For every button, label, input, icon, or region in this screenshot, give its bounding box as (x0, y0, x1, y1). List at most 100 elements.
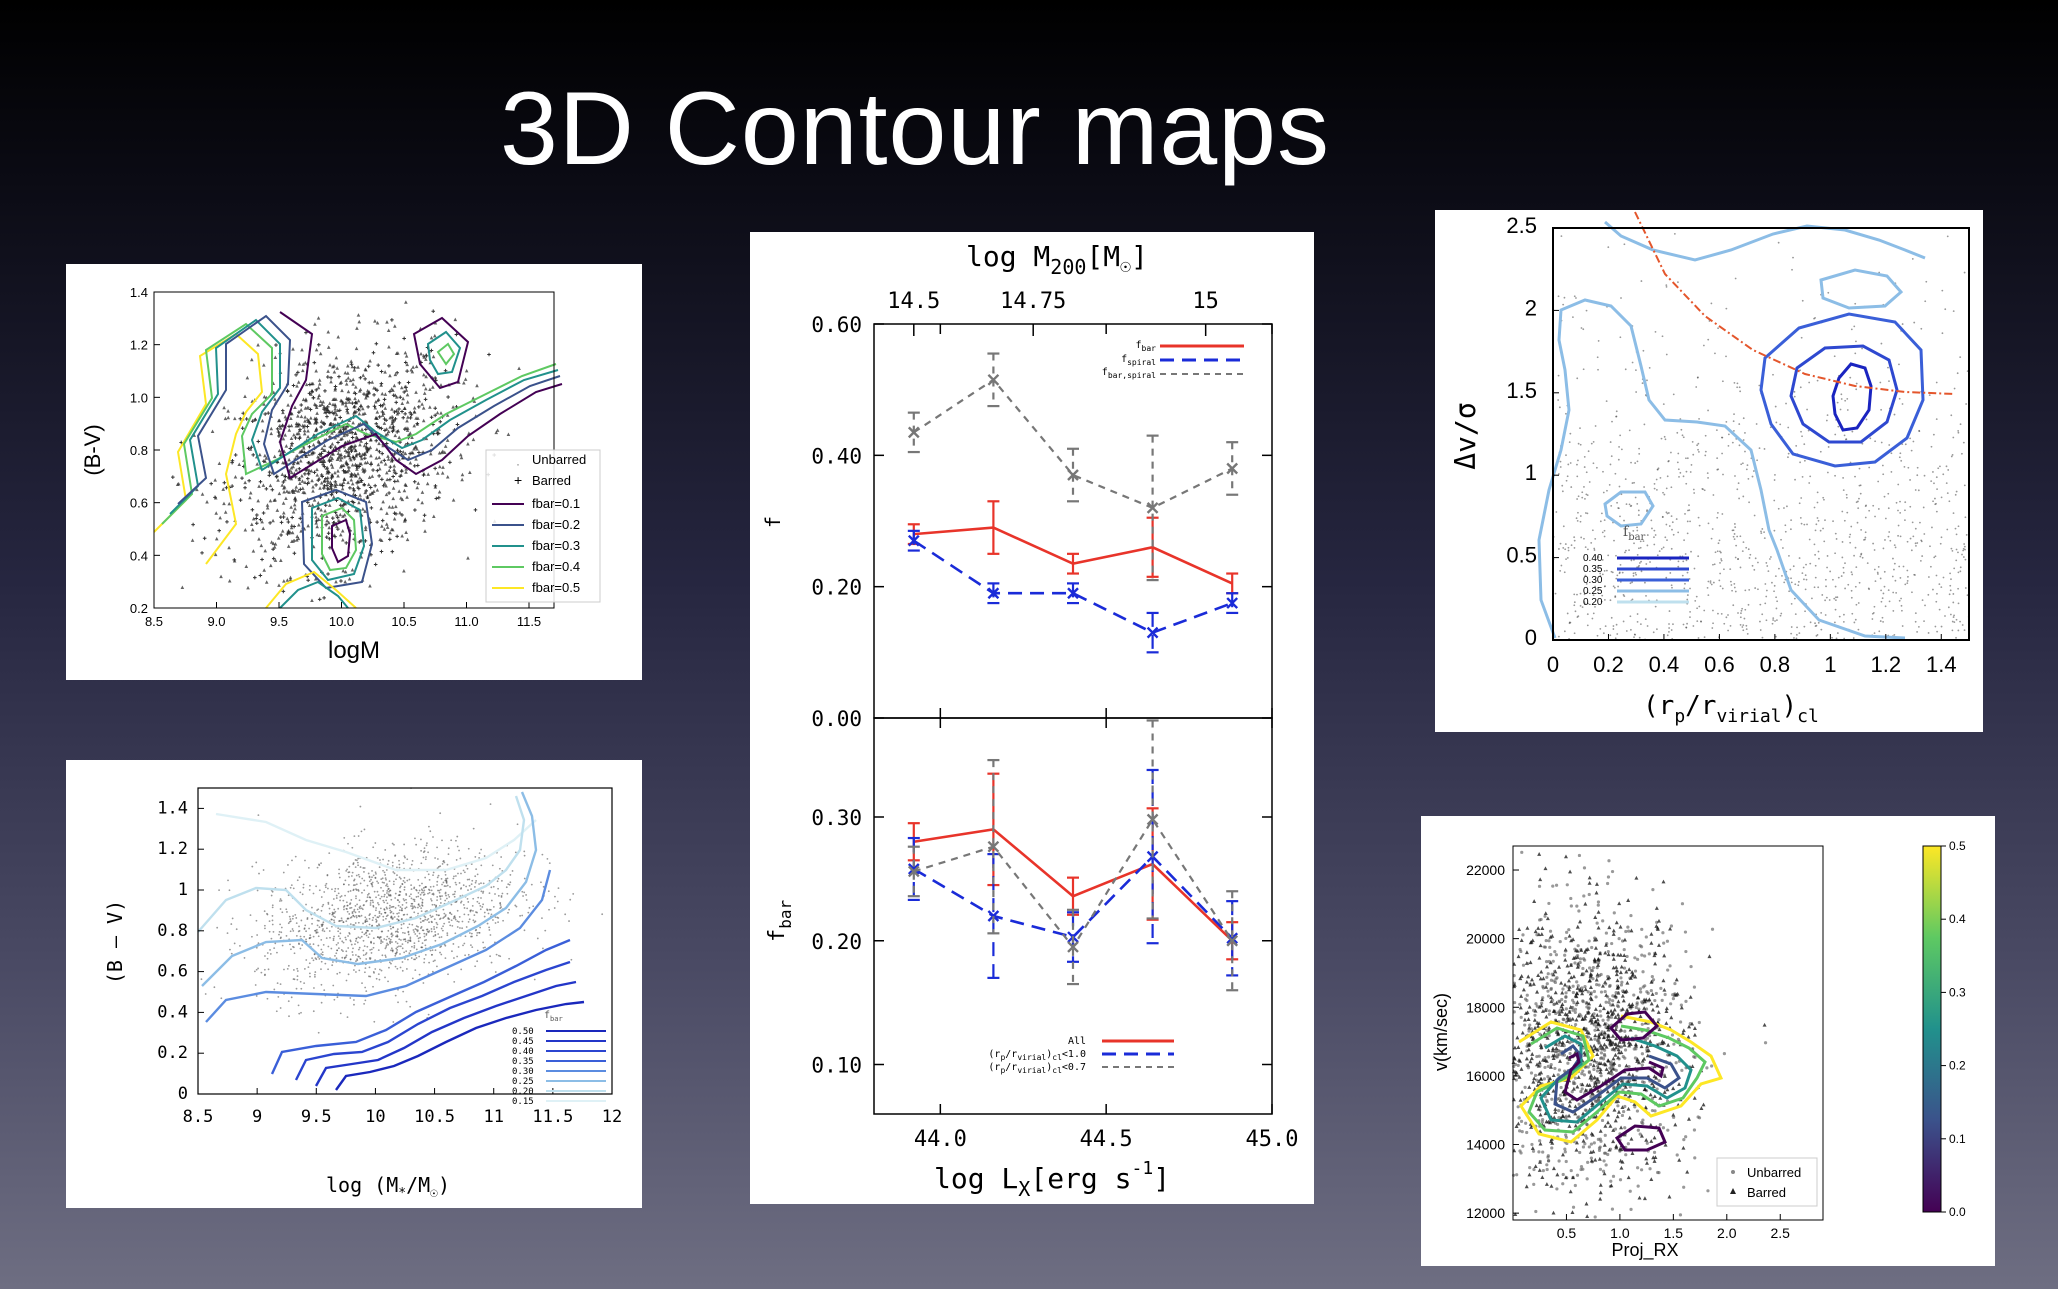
chart-c-point (1955, 490, 1958, 493)
chart-c-point (1559, 460, 1562, 463)
chart-d-point (475, 868, 478, 871)
chart-c-point (1898, 456, 1901, 459)
chart-a-point (286, 544, 291, 548)
chart-a-point (351, 382, 355, 386)
chart-c-point (1888, 600, 1891, 603)
chart-d-point (332, 898, 335, 900)
chart-c-point (1932, 500, 1934, 503)
chart-a-point (423, 357, 428, 361)
chart-d-point (338, 876, 341, 879)
chart-d-point (352, 862, 355, 864)
chart-a-point (377, 474, 381, 478)
chart-c-point (1577, 615, 1580, 618)
chart-c-point (1857, 507, 1860, 510)
chart-d-point (454, 881, 457, 884)
chart-a-point (289, 465, 294, 470)
chart-d-point (357, 936, 360, 939)
chart-d-point (295, 922, 298, 925)
chart-d-point (309, 943, 311, 946)
chart-c-point (1700, 620, 1702, 623)
chart-a-point (233, 416, 237, 421)
chart-a-y-tick-label: 0.6 (130, 496, 148, 511)
chart-c-point (1877, 480, 1880, 483)
chart-d-point (490, 899, 493, 902)
chart-a-point (238, 417, 243, 421)
chart-a-point (313, 576, 318, 581)
chart-e-point (1623, 1092, 1628, 1097)
chart-d-point (394, 994, 397, 997)
chart-d-point (453, 915, 456, 918)
chart-d-point (270, 937, 273, 940)
chart-d-point (365, 990, 368, 993)
chart-a-point (455, 422, 460, 427)
chart-e-point (1555, 1172, 1560, 1177)
chart-d-point (426, 910, 428, 912)
chart-a-point (391, 486, 396, 490)
chart-c-point (1716, 457, 1719, 460)
chart-d-point (405, 950, 408, 953)
chart-c-point (1902, 565, 1905, 568)
chart-d-point (411, 902, 414, 905)
chart-e-point (1612, 911, 1616, 915)
chart-c-point (1577, 442, 1580, 445)
chart-c-point (1806, 408, 1808, 411)
chart-d-legend: fbar 0.50 0.45 0.40 0.35 0.30 0.25 0.20 … (512, 1010, 606, 1107)
chart-a-point (466, 556, 470, 560)
chart-c-point (1846, 511, 1849, 514)
chart-a-point (303, 360, 308, 365)
chart-a-point (306, 523, 310, 528)
chart-d-point (399, 945, 402, 948)
chart-c-point (1595, 466, 1598, 469)
chart-d-point (459, 857, 462, 860)
chart-c-point (1712, 581, 1715, 584)
chart-a-point (375, 410, 380, 414)
chart-d-point (476, 949, 479, 952)
chart-a-point (388, 425, 392, 429)
chart-d-point (343, 957, 346, 960)
chart-e-point (1540, 1117, 1545, 1122)
chart-c-point (1765, 595, 1768, 598)
chart-d-point (296, 970, 299, 972)
chart-c-point (1586, 591, 1589, 594)
chart-e-point (1545, 964, 1550, 969)
chart-e-point (1521, 1144, 1525, 1148)
chart-d-point (494, 916, 497, 919)
chart-e-point (1628, 1027, 1633, 1032)
chart-a-point (405, 392, 410, 397)
chart-c-point (1682, 436, 1685, 439)
chart-d-point (533, 978, 536, 981)
chart-c-point (1686, 594, 1689, 596)
chart-d-point (408, 952, 411, 955)
chart-c-point (1636, 621, 1639, 623)
chart-c-y-ticks: 00.511.522.5 (1506, 213, 1559, 650)
chart-c-point (1570, 544, 1573, 547)
chart-c-point (1844, 399, 1847, 402)
chart-a-point (331, 364, 335, 369)
chart-c-point (1897, 483, 1900, 486)
chart-c-point (1714, 352, 1716, 355)
chart-d-point (411, 945, 413, 948)
chart-c-point (1940, 496, 1943, 499)
chart-d-point (479, 926, 482, 929)
chart-d-point (263, 924, 266, 927)
chart-d-point (312, 935, 315, 938)
chart-a-point (292, 432, 296, 437)
chart-d-point (328, 907, 331, 910)
chart-c-point (1691, 440, 1694, 443)
chart-d-point (343, 836, 346, 839)
chart-c-point (1801, 435, 1803, 438)
chart-a-point (322, 596, 326, 600)
chart-c-point (1745, 628, 1748, 631)
chart-a-point (460, 477, 464, 482)
chart-c-point (1952, 512, 1955, 515)
chart-e-point (1616, 1012, 1621, 1017)
chart-d-x-tick-label: 12 (602, 1107, 622, 1127)
chart-c-point (1744, 589, 1747, 592)
chart-c-point (1697, 448, 1699, 451)
chart-d-point (570, 958, 573, 961)
chart-d-point (313, 953, 316, 955)
chart-e-point (1605, 1120, 1610, 1125)
chart-d-point (396, 928, 399, 931)
chart-c-point (1739, 566, 1742, 569)
chart-d-point (409, 949, 412, 952)
